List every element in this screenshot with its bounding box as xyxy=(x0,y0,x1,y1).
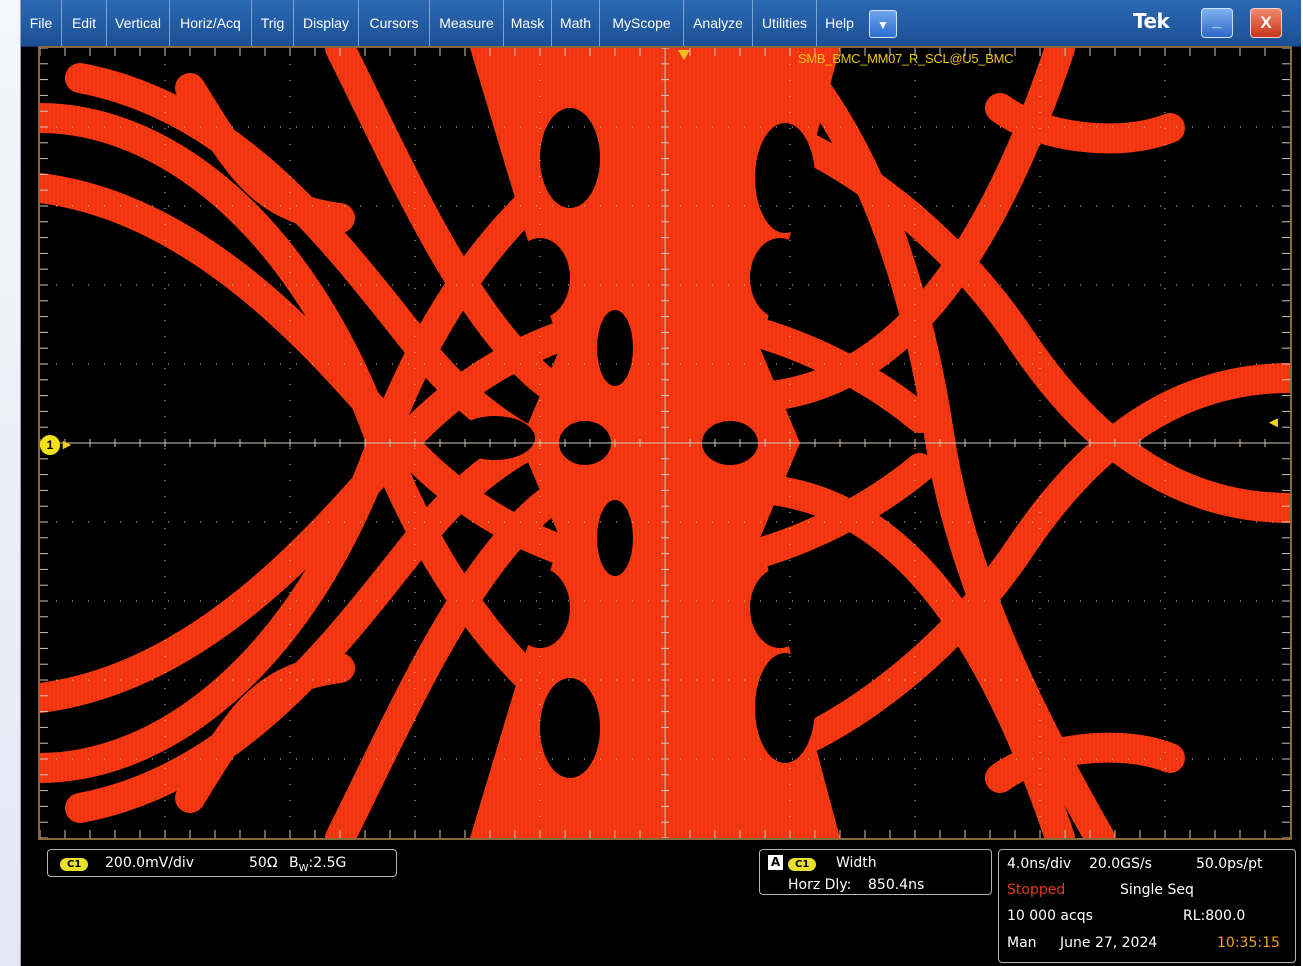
menu-cursors[interactable]: Cursors xyxy=(359,0,430,46)
measurement-panel[interactable]: A C1 Width Horz Dly: 850.4ns xyxy=(759,849,992,895)
bandwidth-sub: W xyxy=(298,862,309,874)
menu-edit[interactable]: Edit xyxy=(62,0,107,46)
bandwidth-value: :2.5G xyxy=(308,855,347,871)
ch1-ground-marker[interactable]: 1 xyxy=(40,435,60,455)
vertical-settings-panel[interactable]: C1 200.0mV/div 50Ω BW:2.5G xyxy=(47,849,397,877)
bandwidth-prefix: B xyxy=(289,855,299,871)
time-per-div: 4.0ns/div xyxy=(1007,856,1072,872)
sample-rate: 20.0GS/s xyxy=(1089,856,1152,872)
menu-mask[interactable]: Mask xyxy=(504,0,552,46)
trigger-level-arrow-icon[interactable]: ◄ xyxy=(1266,414,1281,431)
menu-display[interactable]: Display xyxy=(294,0,359,46)
menu-measure[interactable]: Measure xyxy=(430,0,504,46)
menu-utilities[interactable]: Utilities xyxy=(753,0,817,46)
acquisition-date: June 27, 2024 xyxy=(1060,935,1158,951)
acquisition-status: Stopped xyxy=(1007,882,1066,898)
left-window-edge xyxy=(0,0,21,966)
trigger-mode: Man xyxy=(1007,935,1037,951)
channel-badge: C1 xyxy=(60,857,89,871)
measurement-channel-badge: C1 xyxy=(788,857,817,871)
time-resolution: 50.0ps/pt xyxy=(1196,856,1263,872)
waveform-label: SMB_BMC_MM07_R_SCL@U5_BMC xyxy=(798,51,1014,66)
menu-analyze[interactable]: Analyze xyxy=(684,0,753,46)
waveform-plot xyxy=(40,48,1290,838)
acquisition-panel[interactable]: 4.0ns/div 20.0GS/s 50.0ps/pt Stopped Sin… xyxy=(998,849,1296,963)
acquisition-count: 10 000 acqs xyxy=(1007,908,1093,924)
ch1-arrow-icon: ► xyxy=(60,436,74,452)
horz-delay-value: 850.4ns xyxy=(868,877,925,893)
acquisition-time: 10:35:15 xyxy=(1217,935,1280,951)
menu-bar: File Edit Vertical Horiz/Acq Trig Displa… xyxy=(21,0,1301,47)
menu-vertical[interactable]: Vertical xyxy=(107,0,170,46)
menu-horiz-acq[interactable]: Horiz/Acq xyxy=(170,0,252,46)
measurement-badge: A xyxy=(768,855,783,870)
record-length: RL:800.0 xyxy=(1183,908,1246,924)
oscilloscope-app: File Edit Vertical Horiz/Acq Trig Displa… xyxy=(21,0,1301,966)
close-button[interactable]: X xyxy=(1250,8,1282,38)
chevron-down-icon[interactable]: ▼ xyxy=(869,10,897,38)
graticule-grid xyxy=(40,48,1290,838)
menu-help[interactable]: Help xyxy=(825,15,854,31)
waveform-trace xyxy=(40,48,1290,838)
input-impedance: 50Ω xyxy=(249,855,278,871)
minimize-button[interactable]: _ xyxy=(1201,8,1233,38)
bandwidth: BW:2.5G xyxy=(289,855,346,874)
horz-delay-label: Horz Dly: xyxy=(788,877,852,893)
menu-trig[interactable]: Trig xyxy=(252,0,294,46)
vertical-scale: 200.0mV/div xyxy=(105,855,195,871)
acquisition-mode: Single Seq xyxy=(1120,882,1194,898)
waveform-display[interactable]: SMB_BMC_MM07_R_SCL@U5_BMC ◄ 1 ► xyxy=(38,46,1292,840)
menu-myscope[interactable]: MyScope xyxy=(600,0,684,46)
measurement-name: Width xyxy=(836,855,877,871)
trigger-position-marker[interactable] xyxy=(678,50,690,60)
menu-math[interactable]: Math xyxy=(552,0,600,46)
tek-logo: Tek xyxy=(1133,9,1170,33)
menu-file[interactable]: File xyxy=(21,0,62,46)
